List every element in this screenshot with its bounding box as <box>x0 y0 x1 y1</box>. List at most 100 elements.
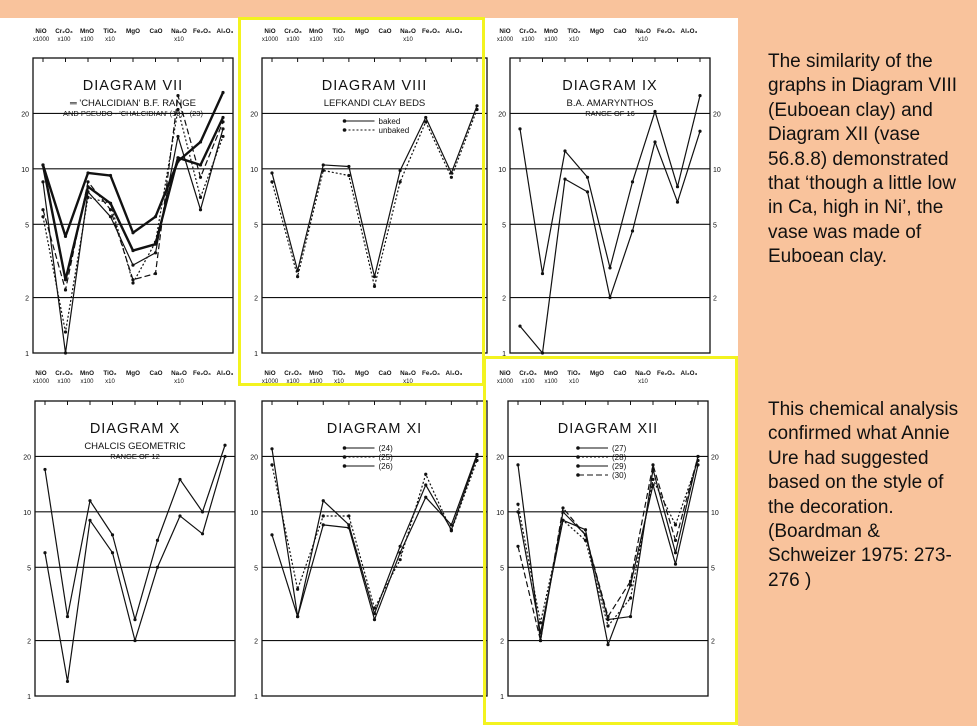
x-multiplier-label: x10 <box>105 379 115 385</box>
data-point <box>110 533 115 537</box>
data-point <box>153 251 158 255</box>
data-point <box>651 477 655 482</box>
data-point <box>108 215 113 219</box>
data-point <box>372 612 377 616</box>
data-point <box>651 463 655 467</box>
data-point <box>176 107 180 112</box>
series-line <box>42 94 224 291</box>
x-multiplier-label: x100 <box>286 37 300 43</box>
data-point <box>608 295 612 300</box>
data-point <box>538 638 543 643</box>
x-category-label: MnO <box>309 28 323 35</box>
data-point <box>372 284 377 288</box>
data-point <box>131 231 135 235</box>
data-point <box>198 163 203 167</box>
y-tick-label: 20 <box>23 454 31 461</box>
data-point <box>606 617 610 622</box>
x-category-label: MnO <box>309 370 323 377</box>
x-category-label: CaO <box>614 370 627 377</box>
x-multiplier-label: x1000 <box>33 37 50 43</box>
data-point <box>43 551 47 555</box>
y-tick-label-right: 20 <box>711 454 719 461</box>
x-multiplier-label: x1000 <box>33 379 50 385</box>
chart-6: 1 2 5 10 20 2 5 10 20 NiO x1000 Cr₂O₃ x100 MnO x100 TiO… <box>496 370 719 701</box>
legend-label: (29) <box>612 462 627 471</box>
y-tick-label-right: 2 <box>713 296 717 303</box>
series-line <box>271 448 478 618</box>
data-point <box>372 617 377 622</box>
data-point <box>540 351 545 355</box>
data-point <box>561 506 565 510</box>
x-multiplier-label: x10 <box>334 379 344 385</box>
y-tick-label-right: 5 <box>711 565 715 572</box>
caption-paragraph-1: The similarity of the graphs in Diagram … <box>768 51 958 268</box>
data-point <box>673 538 678 542</box>
x-category-label: Cr₂O₃ <box>519 28 537 35</box>
x-category-label: Na₂O <box>400 28 416 35</box>
x-category-label: Al₂O₃ <box>217 370 234 377</box>
data-point <box>41 180 45 184</box>
data-point <box>398 180 402 184</box>
legend-label: (27) <box>612 444 627 453</box>
data-point <box>398 168 402 173</box>
x-category-label: Cr₂O₃ <box>55 28 73 35</box>
data-point <box>398 544 402 548</box>
data-point <box>475 452 479 457</box>
y-tick-label: 20 <box>21 111 29 118</box>
data-point <box>696 463 700 467</box>
x-category-label: Al₂O₃ <box>681 28 698 35</box>
y-tick-label: 2 <box>254 639 258 646</box>
y-tick-label: 20 <box>250 454 258 461</box>
legend-label: (26) <box>379 462 394 471</box>
x-category-label: MnO <box>80 370 94 377</box>
caption-paragraph-2: This chemical analysis confirmed what An… <box>768 399 959 591</box>
chart-subtitle: RANGE OF 12 <box>110 452 160 461</box>
data-point <box>653 109 657 114</box>
y-tick-label: 2 <box>25 296 29 303</box>
data-point <box>608 266 612 270</box>
legend-marker <box>576 455 580 459</box>
y-tick-label: 5 <box>27 565 31 572</box>
data-point <box>296 587 300 591</box>
data-point <box>475 104 479 108</box>
data-point <box>585 190 590 194</box>
x-multiplier-label: x1000 <box>497 37 514 43</box>
data-point <box>296 614 300 619</box>
chart-title: DIAGRAM IX <box>562 78 657 94</box>
data-point <box>153 240 158 244</box>
data-point <box>372 606 377 610</box>
data-point <box>178 514 182 518</box>
x-multiplier-label: x10 <box>569 37 579 43</box>
data-point <box>424 483 428 487</box>
data-point <box>221 127 225 131</box>
data-point <box>176 134 180 139</box>
series-line <box>519 131 701 354</box>
x-multiplier-label: x100 <box>57 379 71 385</box>
data-point <box>41 163 45 167</box>
series-line <box>44 456 226 683</box>
x-category-label: MnO <box>544 370 558 377</box>
x-category-label: MnO <box>544 28 558 35</box>
data-point <box>347 514 351 518</box>
figure-panel: 1 2 5 10 20 NiO x1000 Cr₂O₃ x100 MnO x100 TiO₂ x10 Mg… <box>0 18 738 726</box>
data-point <box>516 502 520 506</box>
x-multiplier-label: x10 <box>334 37 344 43</box>
data-point <box>347 173 351 178</box>
x-category-label: Fe₂O₃ <box>422 28 440 35</box>
x-category-label: Al₂O₃ <box>446 28 463 35</box>
chart-subtitle: LEFKANDI CLAY BEDS <box>324 98 426 109</box>
data-point <box>65 679 70 684</box>
chart-subtitle: RANGE OF 16 <box>585 109 635 118</box>
data-point <box>110 551 115 555</box>
x-multiplier-label: x10 <box>638 37 648 43</box>
y-tick-label: 10 <box>498 167 506 174</box>
x-category-label: MgO <box>126 28 140 35</box>
data-point <box>628 614 633 619</box>
data-point <box>321 499 325 503</box>
data-point <box>606 624 610 628</box>
x-category-label: Na₂O <box>400 370 416 377</box>
x-multiplier-label: x1000 <box>497 379 514 385</box>
data-point <box>63 330 68 334</box>
data-point <box>540 271 545 276</box>
x-multiplier-label: x100 <box>57 37 71 43</box>
